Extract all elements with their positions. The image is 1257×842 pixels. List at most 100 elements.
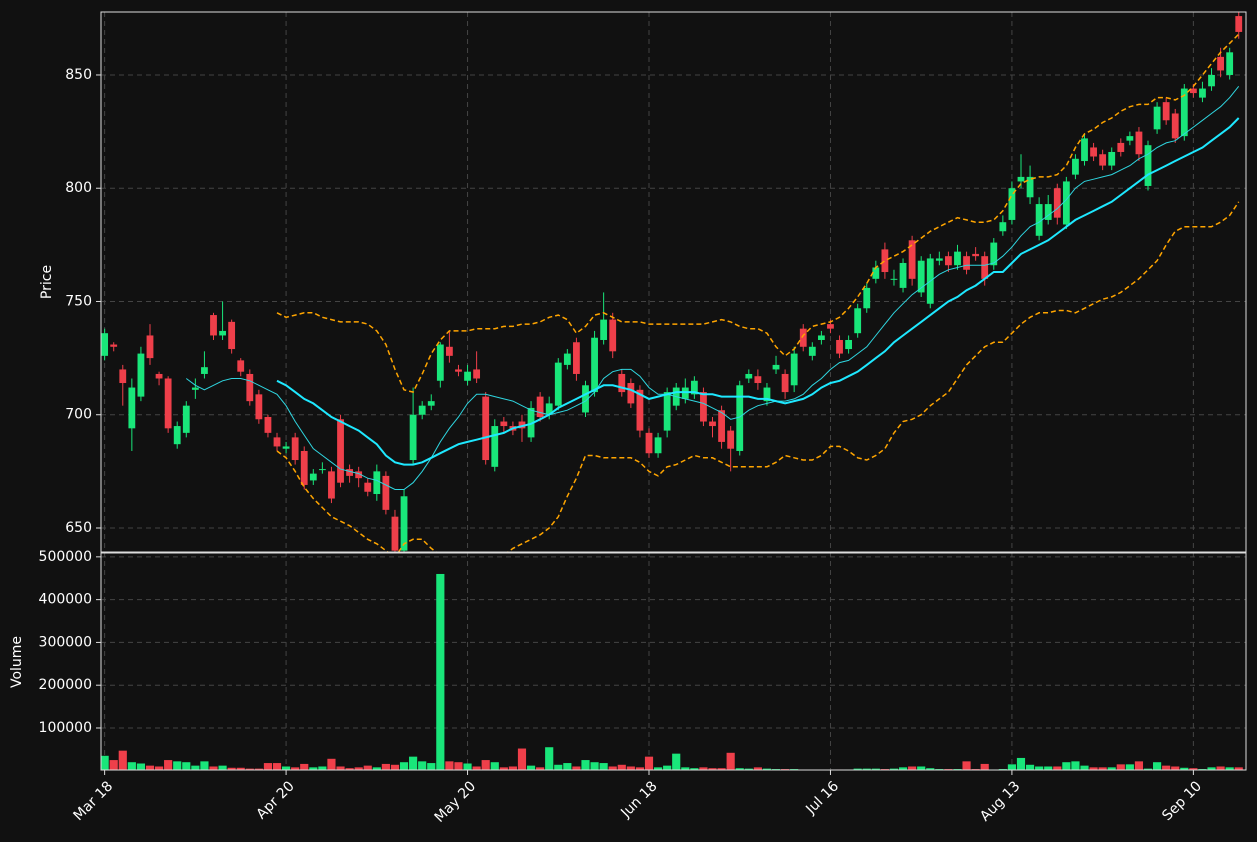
volume-bar xyxy=(635,767,645,770)
candle-body xyxy=(518,421,526,429)
candle-body xyxy=(1117,142,1125,152)
candle-body xyxy=(836,339,843,354)
volume-bar xyxy=(164,760,173,770)
candle-body xyxy=(681,387,689,399)
volume-bar xyxy=(1134,761,1144,770)
volume-bar xyxy=(726,752,735,770)
candle-body xyxy=(237,360,245,372)
volume-bar xyxy=(309,767,318,770)
volume-bar xyxy=(1189,768,1198,770)
candle-body xyxy=(709,421,716,427)
candle-body xyxy=(1135,131,1143,155)
candle-body xyxy=(264,417,272,433)
volume-bar xyxy=(581,760,590,770)
candle-body xyxy=(563,353,571,365)
candle-body xyxy=(1062,181,1070,225)
volume-bar xyxy=(708,768,717,770)
volume-bar xyxy=(300,763,309,770)
volume-bar xyxy=(427,763,436,770)
candle-body xyxy=(790,353,798,386)
volume-bar xyxy=(372,767,381,770)
candle-body xyxy=(491,426,499,467)
price-axis-label: Price xyxy=(39,265,55,299)
candle-body xyxy=(391,516,399,551)
volume-bar xyxy=(962,761,971,770)
volume-y-tick-label: 500000 xyxy=(39,549,92,565)
candle-body xyxy=(101,333,109,356)
candle-body xyxy=(972,253,980,257)
candle-body xyxy=(591,337,598,393)
volume-bar xyxy=(173,761,182,770)
candle-body xyxy=(318,469,326,471)
volume-bar xyxy=(517,748,527,770)
volume-bar xyxy=(245,768,254,770)
candle-body xyxy=(427,401,435,406)
volume-y-tick-label: 200000 xyxy=(39,677,92,693)
volume-bar xyxy=(436,573,445,770)
indicator-line xyxy=(276,33,1240,393)
candle-body xyxy=(899,262,907,288)
volume-bar xyxy=(291,767,300,770)
candle-body xyxy=(781,373,789,393)
candle-body xyxy=(1171,113,1179,139)
candle-body xyxy=(827,324,834,329)
volume-bar xyxy=(862,768,871,770)
candle-body xyxy=(690,380,698,395)
volume-bar xyxy=(445,761,454,770)
volume-bar xyxy=(898,767,908,770)
candle-body xyxy=(609,319,617,352)
volume-bar xyxy=(499,767,508,770)
candle-body xyxy=(473,369,481,379)
candle-body xyxy=(935,258,943,261)
volume-bar xyxy=(182,762,191,770)
x-tick-label: Apr 20 xyxy=(254,778,298,822)
volume-bar xyxy=(1162,765,1171,770)
y-tick-label: 650 xyxy=(65,520,92,536)
volume-bar xyxy=(1053,766,1062,770)
indicator-line xyxy=(276,117,1240,466)
candle-body xyxy=(500,421,508,427)
volume-bar xyxy=(1116,764,1125,770)
volume-bar xyxy=(626,766,635,770)
candle-body xyxy=(1099,154,1107,166)
volume-y-tick-label: 100000 xyxy=(39,720,92,736)
candle-body xyxy=(573,342,580,374)
volume-bar xyxy=(363,765,372,770)
volume-bar xyxy=(272,763,282,770)
y-tick-label: 850 xyxy=(65,67,92,83)
candle-body xyxy=(1217,56,1224,71)
candle-body xyxy=(382,475,390,510)
volume-bar xyxy=(1071,761,1080,770)
volume-bar xyxy=(526,765,536,770)
volume-axis-label: Volume xyxy=(9,636,25,688)
candle-body xyxy=(908,240,916,279)
candle-body xyxy=(182,405,190,433)
volume-y-tick-label: 400000 xyxy=(39,592,92,608)
volume-bar xyxy=(1125,764,1134,770)
x-tick-label: Sep 10 xyxy=(1159,778,1205,824)
candle-body xyxy=(1072,158,1079,175)
volume-bar xyxy=(572,766,581,770)
volume-bar xyxy=(1025,764,1035,770)
candle-body xyxy=(173,426,181,445)
candle-body xyxy=(146,335,154,359)
candle-body xyxy=(1008,188,1016,220)
volume-bar xyxy=(282,766,291,770)
candle-body xyxy=(1044,204,1052,220)
candle-body xyxy=(328,471,335,499)
candle-body xyxy=(337,419,344,483)
volume-bar xyxy=(345,768,354,770)
volume-bar xyxy=(672,753,681,770)
volume-bar xyxy=(336,766,345,770)
volume-bar xyxy=(227,767,236,770)
volume-bar xyxy=(463,763,472,770)
candle-body xyxy=(954,251,961,266)
candle-body xyxy=(373,471,381,495)
candle-body xyxy=(727,430,735,449)
volume-bar xyxy=(744,768,753,770)
volume-bar xyxy=(418,761,427,770)
candle-body xyxy=(845,339,853,350)
volume-bar xyxy=(100,755,109,770)
candle-body xyxy=(364,482,372,492)
